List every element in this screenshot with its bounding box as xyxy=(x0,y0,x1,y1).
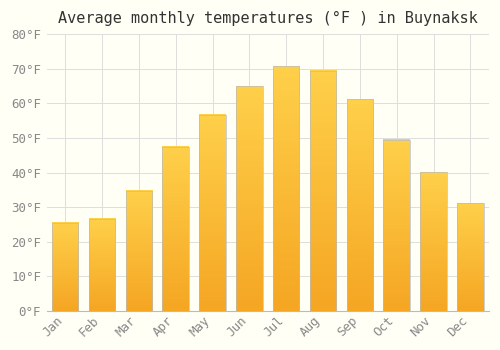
Bar xyxy=(310,71,336,311)
Bar xyxy=(162,147,189,311)
Bar xyxy=(199,115,226,311)
Bar xyxy=(88,219,115,311)
Bar xyxy=(236,86,262,311)
Bar xyxy=(273,66,299,311)
Bar xyxy=(346,99,373,311)
Title: Average monthly temperatures (°F ) in Buynaksk: Average monthly temperatures (°F ) in Bu… xyxy=(58,11,478,26)
Bar xyxy=(420,172,447,311)
Bar xyxy=(126,191,152,311)
Bar xyxy=(457,203,483,311)
Bar xyxy=(52,223,78,311)
Bar xyxy=(384,140,410,311)
